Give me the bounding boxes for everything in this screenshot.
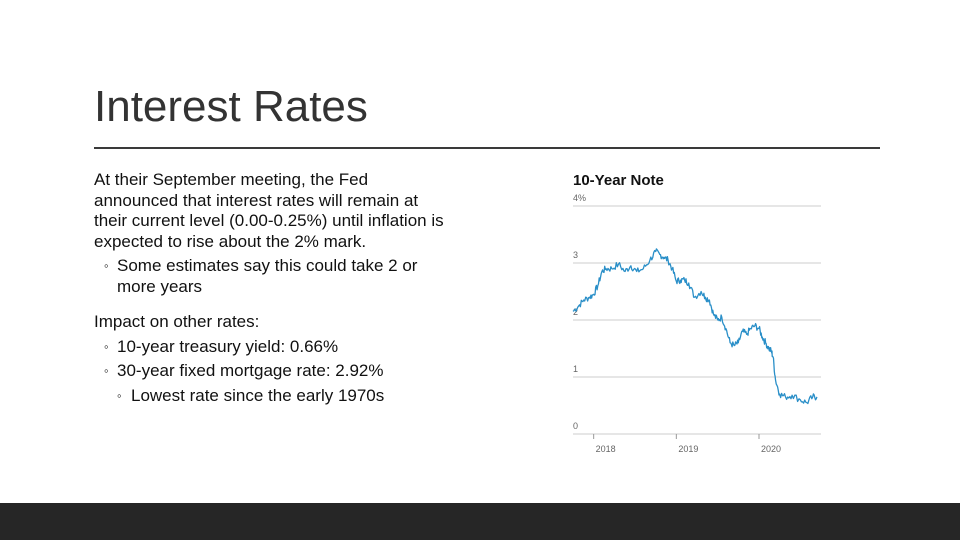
bullet-treasury-yield-text: 10-year treasury yield: 0.66%: [117, 336, 339, 356]
paragraph-fed-meeting: At their September meeting, the Fed anno…: [94, 170, 444, 251]
bullet-circle-icon: ◦: [104, 363, 109, 378]
series-line-ten-year-yield: [572, 248, 818, 405]
bullet-estimates-text: Some estimates say this could take 2 or …: [117, 256, 418, 296]
bullet-circle-icon: ◦: [104, 258, 109, 273]
bullet-circle-icon: ◦: [117, 387, 122, 403]
y-tick-label: 2: [573, 307, 578, 317]
bullet-circle-icon: ◦: [104, 338, 109, 354]
bullet-lowest-rate: ◦ Lowest rate since the early 1970s: [94, 386, 454, 407]
paragraph-impact: Impact on other rates:: [94, 312, 260, 331]
chart-svg: 10-Year Note 4% 3 2 1 0 2018 2019 2020: [572, 172, 821, 454]
y-tick-label: 1: [573, 364, 578, 374]
bullet-lowest-rate-text: Lowest rate since the early 1970s: [131, 385, 385, 405]
ten-year-note-chart: 10-Year Note 4% 3 2 1 0 2018 2019 2020: [566, 168, 836, 464]
footer-bar: [0, 503, 960, 540]
slide-title: Interest Rates: [94, 82, 368, 131]
chart-title: 10-Year Note: [573, 172, 664, 189]
y-tick-label: 0: [573, 421, 578, 431]
title-divider: [94, 147, 880, 149]
bullet-mortgage-rate: ◦ 30-year fixed mortgage rate: 2.92%: [94, 361, 454, 382]
y-tick-label: 3: [573, 250, 578, 260]
y-tick-label: 4%: [573, 193, 586, 203]
bullet-treasury-yield: ◦ 10-year treasury yield: 0.66%: [94, 337, 454, 358]
x-tick-label: 2019: [678, 444, 698, 454]
bullet-mortgage-rate-text: 30-year fixed mortgage rate: 2.92%: [117, 361, 384, 380]
x-tick-label: 2018: [596, 444, 616, 454]
slide-body: At their September meeting, the Fed anno…: [94, 170, 454, 406]
bullet-estimates: ◦ Some estimates say this could take 2 o…: [94, 256, 454, 297]
x-tick-label: 2020: [761, 444, 781, 454]
